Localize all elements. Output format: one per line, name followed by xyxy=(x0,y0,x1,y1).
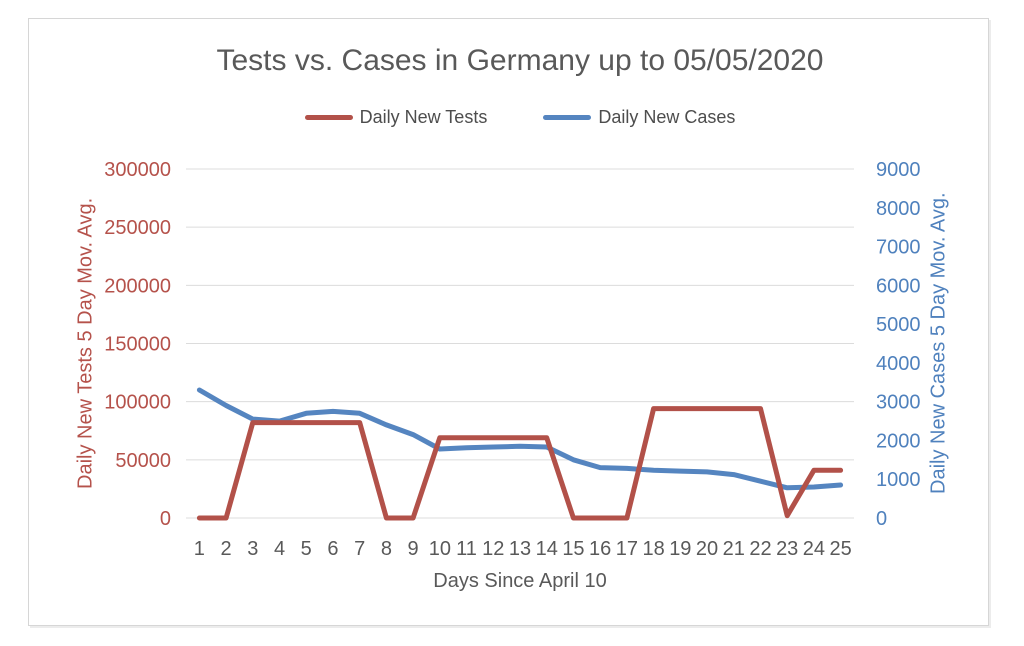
chart-card: Tests vs. Cases in Germany up to 05/05/2… xyxy=(28,18,989,626)
x-axis-tick-label: 25 xyxy=(830,538,852,560)
x-axis-tick-label: 23 xyxy=(776,538,798,560)
legend: Daily New Tests Daily New Cases xyxy=(186,107,854,127)
x-axis-tick-label: 24 xyxy=(803,538,825,560)
right-axis-tick-label: 5000 xyxy=(876,314,921,336)
x-axis-tick-label: 4 xyxy=(274,538,285,560)
x-axis-tick-label: 14 xyxy=(536,538,558,560)
left-axis-tick-label: 200000 xyxy=(104,275,171,297)
right-axis-tick-label: 3000 xyxy=(876,392,921,414)
x-axis-tick-label: 7 xyxy=(354,538,365,560)
series-line-daily-new-tests xyxy=(196,406,844,521)
left-axis-tick-label: 100000 xyxy=(104,392,171,414)
legend-label-daily-new-cases: Daily New Cases xyxy=(598,107,736,127)
x-axis-tick-label: 1 xyxy=(194,538,205,560)
x-axis-tick-label: 17 xyxy=(616,538,638,560)
left-axis-tick-label: 250000 xyxy=(104,217,171,239)
x-axis-tick-label: 9 xyxy=(408,538,419,560)
chart-title: Tests vs. Cases in Germany up to 05/05/2… xyxy=(216,44,824,77)
x-axis-tick-label: 10 xyxy=(429,538,451,560)
x-axis-tick-label: 15 xyxy=(562,538,584,560)
x-axis-tick-label: 19 xyxy=(669,538,691,560)
right-axis-tick-label: 4000 xyxy=(876,353,921,375)
right-axis-tick-label: 9000 xyxy=(876,159,921,181)
legend-label-daily-new-tests: Daily New Tests xyxy=(359,107,488,127)
legend-swatch-daily-new-cases-icon xyxy=(543,114,592,120)
right-axis-tick-label: 6000 xyxy=(876,275,921,297)
legend-item-daily-new-tests: Daily New Tests xyxy=(304,107,488,127)
x-axis-tick-label: 6 xyxy=(327,538,338,560)
x-axis-tick-label: 13 xyxy=(509,538,531,560)
x-axis-title: Days Since April 10 xyxy=(433,570,607,592)
x-axis-tick-label: 16 xyxy=(589,538,611,560)
x-axis-tick-label: 18 xyxy=(642,538,664,560)
left-axis-tick-label: 0 xyxy=(160,508,171,530)
right-axis-tick-label: 7000 xyxy=(876,237,921,259)
right-axis-tick-label: 1000 xyxy=(876,469,921,491)
left-axis-tick-label: 150000 xyxy=(104,334,171,356)
x-axis-tick-label: 20 xyxy=(696,538,718,560)
chart-plot-area: 0 50000 100000 150000 200000 250000 300000 0 100… xyxy=(104,159,921,560)
x-axis-tick-label: 2 xyxy=(221,538,232,560)
legend-item-daily-new-cases: Daily New Cases xyxy=(543,107,735,127)
x-axis-tick-label: 22 xyxy=(749,538,771,560)
right-axis-tick-label: 8000 xyxy=(876,198,921,220)
left-axis-tick-label: 50000 xyxy=(115,450,171,472)
series-line-daily-new-cases xyxy=(196,387,844,491)
right-axis-tick-label: 0 xyxy=(876,508,887,530)
left-axis-tick-label: 300000 xyxy=(104,159,171,181)
legend-swatch-daily-new-tests-icon xyxy=(304,114,353,120)
x-axis-tick-label: 12 xyxy=(482,538,504,560)
x-axis-tick-label: 21 xyxy=(723,538,745,560)
x-axis-tick-label: 11 xyxy=(456,538,477,560)
x-axis-tick-label: 5 xyxy=(301,538,312,560)
x-axis-tick-label: 8 xyxy=(381,538,392,560)
x-axis-tick-label: 3 xyxy=(247,538,258,560)
right-axis-tick-label: 2000 xyxy=(876,430,921,452)
